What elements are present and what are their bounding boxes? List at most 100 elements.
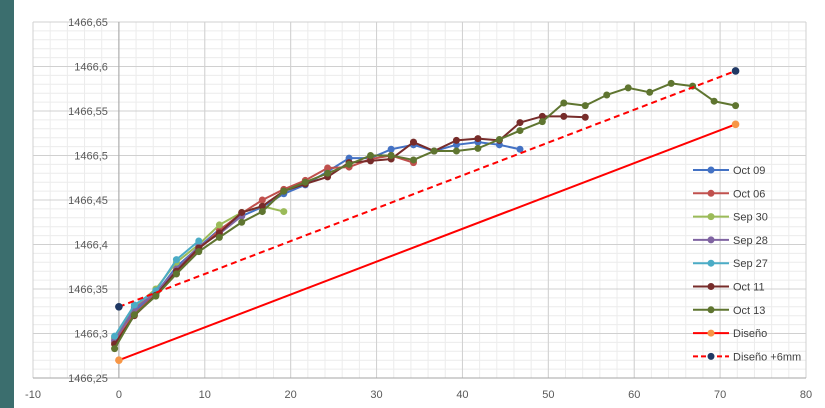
legend-swatch-marker [707,213,715,221]
tick-labels: -10 0 10 20 30 40 50 60 70 80 1466,25 1466,3 1466,35… [25,17,812,401]
y-tick-label: 1466,5 [74,151,108,163]
series-oct-09 [111,138,524,342]
x-tick-label: 20 [285,389,297,401]
legend-label: Diseño [733,328,767,340]
legend-swatch-marker [707,283,715,290]
data-point [495,135,503,143]
data-point [624,84,632,92]
data-point [560,112,568,120]
series-line [113,205,285,339]
data-point [195,248,203,256]
data-point [324,169,332,177]
series-dise-o-6mm [115,67,740,311]
data-point [152,292,160,300]
axes [33,22,806,379]
x-tick-label: -10 [25,389,41,401]
legend-item: Diseño +6mm [693,351,801,363]
data-point [258,196,266,204]
legend-item: Oct 06 [693,188,765,200]
y-tick-label: 1466,65 [68,17,108,29]
data-point [474,144,482,152]
data-point [387,152,395,159]
legend-swatch-marker [707,352,715,360]
legend-label: Oct 11 [733,282,765,294]
line-chart: -10 0 10 20 30 40 50 60 70 80 1466,25 1466,3 1466,35… [25,17,812,401]
data-point [731,120,740,129]
data-point [667,79,675,87]
legend-label: Oct 13 [733,305,765,317]
y-tick-label: 1466,6 [74,62,108,74]
legend-swatch-marker [707,236,715,244]
data-point [516,127,524,135]
x-tick-label: 30 [370,389,382,401]
data-point [130,301,138,309]
legend-swatch-marker [707,329,715,337]
data-point [280,187,288,195]
data-point [111,332,119,340]
data-point [430,147,438,155]
data-point [732,102,740,110]
series-layer [111,67,740,365]
legend-label: Diseño +6mm [733,351,801,363]
data-point [238,208,246,216]
data-point [115,303,123,311]
y-tick-label: 1466,55 [68,106,108,118]
series-line [113,154,414,343]
data-point [130,311,138,319]
x-tick-label: 50 [542,389,554,401]
legend-swatch-marker [707,259,715,267]
y-tick-label: 1466,45 [68,195,108,207]
data-point [646,88,654,96]
data-point [367,157,375,165]
data-point [516,145,524,153]
data-point [603,91,611,99]
series-oct-13 [111,79,740,353]
y-tick-label: 1466,35 [68,284,108,296]
series-line [113,141,521,339]
x-tick-label: 80 [800,389,812,401]
data-point [731,67,740,75]
data-point [452,136,460,144]
y-tick-label: 1466,3 [74,329,108,341]
x-tick-label: 10 [199,389,211,401]
data-point [387,145,395,153]
series-line [118,123,736,362]
legend-label: Oct 09 [733,165,765,177]
legend-label: Sep 27 [733,258,768,270]
data-point [560,99,568,107]
data-point [452,147,460,155]
chart-frame: -10 0 10 20 30 40 50 60 70 80 1466,25 1466,3 1466,35… [14,0,825,408]
series-line [113,115,586,345]
series-sep-27 [111,237,203,340]
data-point [710,97,718,105]
data-point [367,152,375,159]
legend-label: Oct 06 [733,188,765,200]
data-point [258,208,266,216]
data-point [111,345,119,353]
data-point [115,356,123,365]
data-point [258,202,266,210]
data-point [581,113,589,121]
data-point [409,156,417,164]
legend-item: Diseño [693,328,767,340]
data-point [301,178,309,186]
data-point [215,233,223,241]
legend-label: Sep 30 [733,212,768,224]
data-point [581,102,589,110]
x-tick-label: 60 [628,389,640,401]
legend-swatch-marker [707,166,715,174]
legend: Oct 09 Oct 06 Sep 30 Sep 28 Sep 27 Oct 11 Oct … [693,165,801,363]
series-sep-30 [111,202,288,342]
x-tick-label: 70 [714,389,726,401]
series-line [118,70,736,308]
legend-item: Sep 30 [693,212,768,224]
data-point [538,118,546,126]
legend-item: Sep 27 [693,258,768,270]
y-tick-label: 1466,4 [74,240,108,252]
series-line [113,82,736,350]
legend-swatch-marker [707,189,715,197]
legend-item: Oct 11 [693,282,765,294]
series-dise-o [115,120,740,365]
data-point [172,256,180,264]
series-oct-06 [111,152,417,346]
